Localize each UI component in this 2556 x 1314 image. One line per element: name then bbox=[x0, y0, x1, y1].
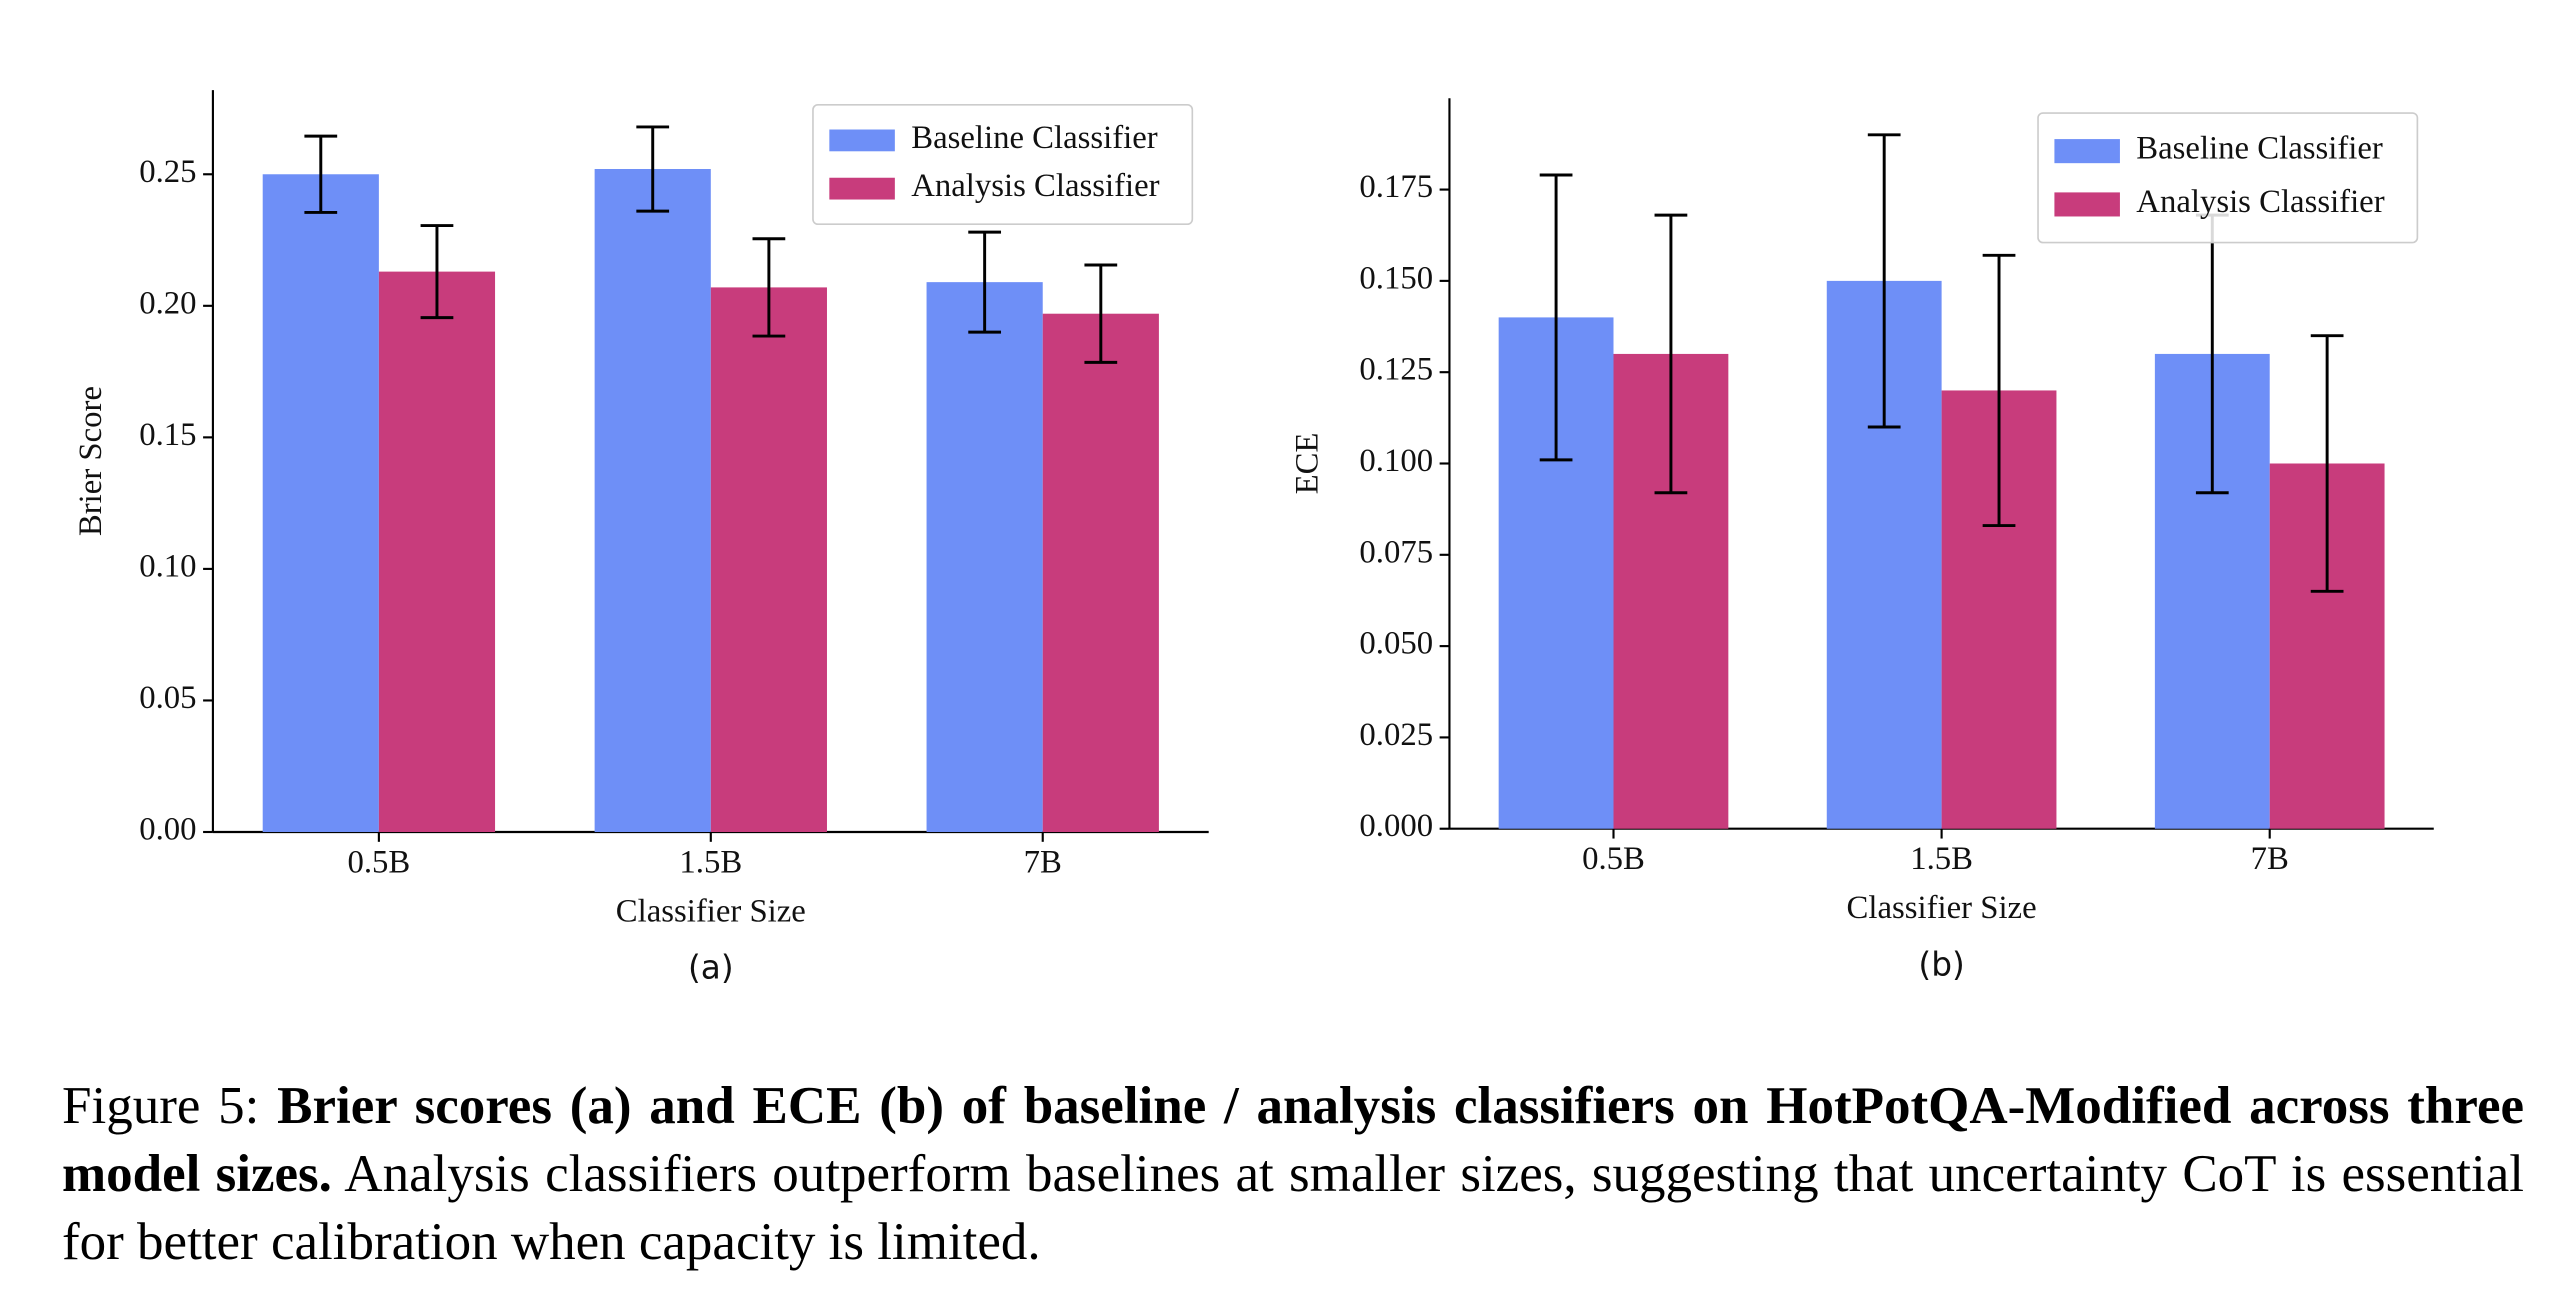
caption-text: Analysis classifiers outperform baseline… bbox=[62, 1145, 2524, 1271]
legend-swatch bbox=[829, 177, 895, 200]
legend-swatch bbox=[2054, 192, 2120, 217]
legend-label: Analysis Classifier bbox=[2136, 184, 2384, 220]
y-tick-label: 0.05 bbox=[139, 680, 196, 716]
legend-box bbox=[2037, 112, 2419, 244]
subfigure-label: (a) bbox=[688, 949, 734, 987]
legend-label: Baseline Classifier bbox=[2136, 131, 2383, 167]
legend-box bbox=[812, 104, 1194, 226]
figure: 0.00 0.05 0.10 0.15 0.20 0.25 0.5B 1.5B 7B Classi… bbox=[73, 90, 2434, 987]
caption-prefix: Figure 5: bbox=[62, 1077, 260, 1135]
legend: Baseline Classifier Analysis Classifier bbox=[812, 104, 1194, 226]
bar bbox=[594, 169, 711, 832]
y-tick-label: 0.150 bbox=[1359, 260, 1433, 296]
chart: 0.000 0.025 0.050 0.075 0.100 0.125 0.150 0.175… bbox=[1290, 98, 2434, 983]
y-tick-label: 0.000 bbox=[1359, 808, 1433, 844]
bar bbox=[262, 174, 379, 833]
legend-label: Analysis Classifier bbox=[911, 168, 1159, 204]
subfigure-label: (b) bbox=[1918, 945, 1964, 983]
y-tick-label: 0.15 bbox=[139, 417, 196, 453]
x-tick-label: 7B bbox=[2251, 841, 2289, 877]
y-tick-label: 0.25 bbox=[139, 154, 196, 190]
y-tick-label: 0.10 bbox=[139, 548, 196, 584]
chart: 0.00 0.05 0.10 0.15 0.20 0.25 0.5B 1.5B 7B Classi… bbox=[73, 90, 1209, 987]
y-tick-label: 0.125 bbox=[1359, 352, 1433, 388]
y-axis-label: ECE bbox=[1290, 433, 1326, 495]
y-tick-label: 0.050 bbox=[1359, 626, 1433, 662]
y-tick-label: 0.175 bbox=[1359, 169, 1433, 205]
x-tick-label: 1.5B bbox=[679, 844, 742, 880]
bar bbox=[378, 271, 496, 832]
y-tick-label: 0.075 bbox=[1359, 534, 1433, 570]
legend-label: Baseline Classifier bbox=[911, 120, 1158, 156]
bar bbox=[926, 282, 1043, 833]
x-tick-label: 0.5B bbox=[347, 844, 410, 880]
y-axis-label: Brier Score bbox=[73, 386, 109, 536]
y-tick-label: 0.025 bbox=[1359, 717, 1433, 753]
x-axis-label: Classifier Size bbox=[1847, 890, 2037, 926]
legend: Baseline Classifier Analysis Classifier bbox=[2037, 112, 2419, 244]
x-tick-label: 7B bbox=[1024, 844, 1062, 880]
x-axis-label: Classifier Size bbox=[616, 893, 806, 929]
caption: Figure 5: Brier scores (a) and ECE (b) o… bbox=[62, 1072, 2524, 1276]
x-tick-label: 1.5B bbox=[1910, 841, 1973, 877]
x-tick-label: 0.5B bbox=[1582, 841, 1645, 877]
bar bbox=[1042, 313, 1159, 832]
legend-swatch bbox=[829, 129, 895, 152]
y-tick-label: 0.00 bbox=[139, 812, 196, 848]
bar bbox=[710, 287, 827, 833]
y-tick-label: 0.20 bbox=[139, 285, 196, 321]
caption-bold: Brier scores (a) and ECE (b) of baseline… bbox=[62, 1077, 2524, 1203]
legend-swatch bbox=[2054, 139, 2120, 164]
y-tick-label: 0.100 bbox=[1359, 443, 1433, 479]
